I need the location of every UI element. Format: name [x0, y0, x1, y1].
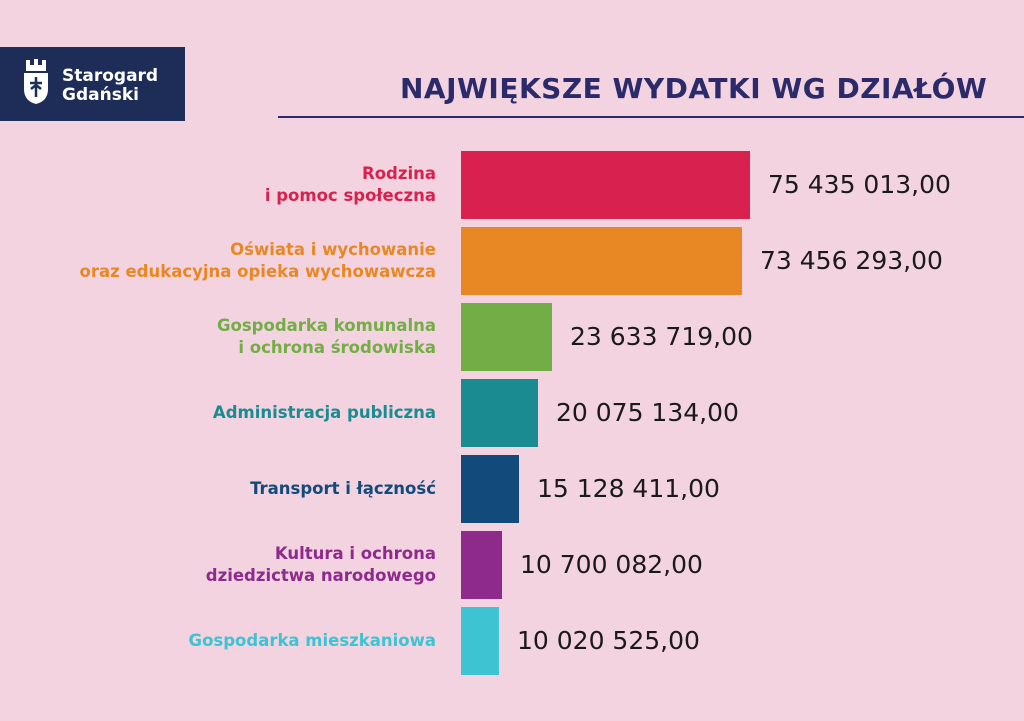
title-underline	[278, 116, 1024, 118]
category-label-line: oraz edukacyjna opieka wychowawcza	[79, 262, 436, 281]
category-label-line: Administracja publiczna	[212, 403, 436, 422]
category-label: Rodzina i pomoc społeczna	[265, 163, 436, 207]
crest-icon	[24, 59, 48, 104]
value-label: 10 700 082,00	[520, 550, 703, 579]
bar	[461, 607, 499, 675]
category-label: Kultura i ochrona dziedzictwa narodowego	[206, 543, 436, 587]
bar	[461, 379, 538, 447]
category-label: Oświata i wychowanie oraz edukacyjna opie…	[80, 239, 436, 283]
category-label-line: Kultura i ochrona	[274, 544, 436, 563]
bar	[461, 151, 750, 219]
category-label: Administracja publiczna	[213, 402, 436, 424]
category-label-line: i ochrona środowiska	[238, 338, 436, 357]
brand-name: Starogard Gdański	[62, 67, 158, 105]
bar	[461, 303, 552, 371]
category-label-line: Transport i łączność	[250, 479, 436, 498]
value-label: 15 128 411,00	[537, 474, 720, 503]
category-label: Gospodarka mieszkaniowa	[189, 630, 436, 652]
category-label: Gospodarka komunalna i ochrona środowiska	[217, 315, 436, 359]
category-label-line: i pomoc społeczna	[264, 186, 436, 205]
brand-name-line2: Gdański	[62, 85, 139, 105]
category-label: Transport i łączność	[250, 478, 436, 500]
category-label-line: Rodzina	[362, 164, 436, 183]
value-label: 23 633 719,00	[570, 322, 753, 351]
category-label-line: Oświata i wychowanie	[230, 240, 436, 259]
bar	[461, 531, 502, 599]
chart-title: NAJWIĘKSZE WYDATKI WG DZIAŁÓW	[400, 72, 988, 105]
bar	[461, 227, 742, 295]
category-label-line: Gospodarka mieszkaniowa	[188, 631, 436, 650]
value-label: 73 456 293,00	[760, 246, 943, 275]
brand-logo: Starogard Gdański	[0, 47, 185, 121]
bar	[461, 455, 519, 523]
value-label: 75 435 013,00	[768, 170, 951, 199]
value-label: 20 075 134,00	[556, 398, 739, 427]
brand-name-line1: Starogard	[62, 66, 159, 86]
category-label-line: dziedzictwa narodowego	[205, 566, 436, 585]
value-label: 10 020 525,00	[517, 626, 700, 655]
category-label-line: Gospodarka komunalna	[216, 316, 436, 335]
